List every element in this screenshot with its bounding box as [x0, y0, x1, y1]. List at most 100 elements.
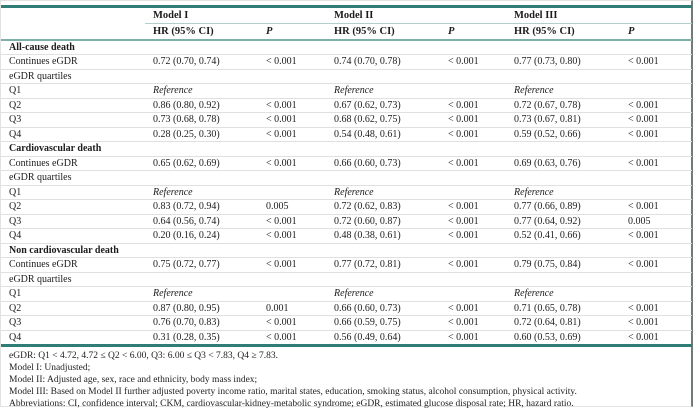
hr-ci-cell: 0.52 (0.41, 0.66): [506, 228, 621, 244]
p-value-cell: [620, 170, 693, 186]
section-title: Cardiovascular death: [1, 141, 693, 157]
table-row: Q3 0.76 (0.70, 0.83) < 0.001 0.66 (0.59, 0.…: [1, 315, 693, 331]
hr-ci-cell: [145, 272, 258, 287]
section-row: Cardiovascular death: [1, 141, 693, 157]
p-value-cell: < 0.001: [620, 199, 693, 215]
hr-ci-cell: 0.67 (0.62, 0.73): [326, 98, 441, 113]
hr-ci-cell: 0.68 (0.62, 0.75): [326, 112, 441, 128]
p-value-cell: [440, 83, 507, 99]
table-row: eGDR quartiles: [1, 69, 693, 84]
hr-ci-cell: Reference: [326, 185, 441, 200]
p-value-cell: < 0.001: [266, 331, 297, 343]
p-value-cell: < 0.001: [440, 156, 507, 171]
hr-ci-cell: 0.31 (0.28, 0.35): [153, 331, 220, 343]
table-row: eGDR quartiles: [1, 170, 693, 186]
p-value-cell: [258, 83, 327, 99]
hr-ci-cell: 0.72 (0.70, 0.74): [145, 54, 258, 70]
table-body: All-cause death Continues eGDR 0.72 (0.70,…: [1, 39, 693, 346]
p-value-cell: < 0.001: [440, 214, 507, 229]
p-value-header: P: [258, 23, 327, 41]
model-2-header: Model II: [326, 6, 507, 24]
table-row: Q3 0.64 (0.56, 0.74) < 0.001 0.72 (0.60, 0.…: [1, 214, 693, 229]
hr-ci-cell: Reference: [506, 286, 621, 302]
table-row: Continues eGDR 0.72 (0.70, 0.74) < 0.001 0.…: [1, 54, 693, 70]
p-value-cell: < 0.001: [620, 156, 693, 171]
hr-ci-cell: 0.75 (0.72, 0.77): [145, 257, 258, 273]
footnotes: eGDR: Q1 < 4.72, 4.72 ≤ Q2 < 6.00, Q3: 6…: [9, 350, 691, 410]
row-label: Q4: [1, 228, 145, 244]
hr-ci-cell: 0.65 (0.62, 0.69): [145, 156, 258, 171]
row-label: Q1: [1, 286, 145, 302]
table-row: Q4 0.31 (0.28, 0.35) < 0.001 0.56 (0.49, 0.…: [1, 330, 692, 346]
hr-ci-cell: [506, 69, 621, 84]
row-label: Q2: [1, 199, 145, 215]
p-value-cell: 0.005: [258, 199, 327, 215]
hr-ci-cell: 0.74 (0.70, 0.78): [326, 54, 441, 70]
hr-ci-cell: 0.86 (0.80, 0.92): [145, 98, 258, 113]
p-value-cell: < 0.001: [440, 315, 507, 331]
hr-ci-header: HR (95% CI): [145, 23, 258, 41]
p-value-header: P: [620, 23, 693, 41]
row-label: Q2: [1, 98, 145, 113]
p-value-cell: [258, 69, 327, 84]
p-value-cell: < 0.001: [258, 156, 327, 171]
hr-ci-cell: 0.73 (0.68, 0.78): [145, 112, 258, 128]
p-value-cell: [258, 272, 327, 287]
p-value-cell: < 0.001: [440, 127, 507, 142]
hr-ci-cell: 0.87 (0.80, 0.95): [145, 301, 258, 316]
p-value-cell: 0.005: [620, 214, 693, 229]
hr-ci-header: HR (95% CI): [506, 23, 621, 41]
table-row: eGDR quartiles: [1, 272, 693, 287]
hr-ci-cell: Reference: [326, 286, 441, 302]
p-value-cell: < 0.001: [440, 257, 507, 273]
p-value-cell: [258, 286, 327, 302]
p-value-cell: < 0.001: [258, 98, 327, 113]
hr-ci-cell: Reference: [326, 83, 441, 99]
table-row: Q2 0.83 (0.72, 0.94) 0.005 0.72 (0.62, 0.83…: [1, 199, 693, 215]
p-value-cell: [258, 185, 327, 200]
footnote-abbreviations: Abbreviations: CI, confidence interval; …: [9, 399, 574, 410]
row-label: Continues eGDR: [1, 156, 145, 171]
hazard-ratio-table: Model I Model II Model III HR (95% CI) P…: [1, 5, 693, 347]
hr-ci-cell: 0.72 (0.60, 0.87): [326, 214, 441, 229]
p-value-cell: < 0.001: [620, 54, 693, 70]
p-value-cell: < 0.001: [440, 228, 507, 244]
row-label: Q4: [1, 127, 145, 142]
p-value-cell: [258, 170, 327, 186]
p-value-cell: < 0.001: [620, 112, 693, 128]
table-header: Model I Model II Model III HR (95% CI) P…: [1, 6, 693, 41]
table-row: Continues eGDR 0.65 (0.62, 0.69) < 0.001 0.…: [1, 156, 693, 171]
p-value-cell: < 0.001: [440, 98, 507, 113]
hr-ci-cell: 0.83 (0.72, 0.94): [145, 199, 258, 215]
p-value-cell: < 0.001: [258, 228, 327, 244]
row-label: Q1: [1, 83, 145, 99]
table-row: Q4 0.28 (0.25, 0.30) < 0.001 0.54 (0.48, 0.…: [1, 127, 693, 142]
table-row: Q1 Reference Reference Reference: [1, 286, 693, 302]
row-label: Q1: [1, 185, 145, 200]
hr-ci-cell: 0.28 (0.25, 0.30): [145, 127, 258, 142]
section-title: Non cardiovascular death: [1, 243, 693, 258]
hr-ci-cell: [506, 170, 621, 186]
p-value-cell: [620, 83, 693, 99]
model-3-header: Model III: [506, 6, 693, 24]
p-value-cell: [620, 69, 693, 84]
p-value-cell: [620, 286, 693, 302]
hr-ci-cell: 0.73 (0.67, 0.81): [506, 112, 621, 128]
hr-ci-cell: 0.71 (0.65, 0.78): [506, 301, 621, 316]
hr-ci-cell: 0.72 (0.62, 0.83): [326, 199, 441, 215]
hr-ci-cell: 0.72 (0.67, 0.78): [506, 98, 621, 113]
hr-ci-cell: 0.79 (0.75, 0.84): [506, 257, 621, 273]
p-value-cell: < 0.001: [440, 54, 507, 70]
p-value-cell: [620, 185, 693, 200]
hr-ci-cell: Reference: [145, 185, 258, 200]
hr-ci-cell: Reference: [506, 83, 621, 99]
hr-ci-cell: 0.77 (0.66, 0.89): [506, 199, 621, 215]
p-value-cell: < 0.001: [620, 228, 693, 244]
p-value-cell: < 0.001: [620, 98, 693, 113]
p-value-cell: [440, 170, 507, 186]
row-label: eGDR quartiles: [1, 170, 145, 186]
section-row: All-cause death: [1, 39, 693, 55]
p-value-cell: < 0.001: [448, 331, 479, 343]
row-label: Continues eGDR: [1, 257, 145, 273]
